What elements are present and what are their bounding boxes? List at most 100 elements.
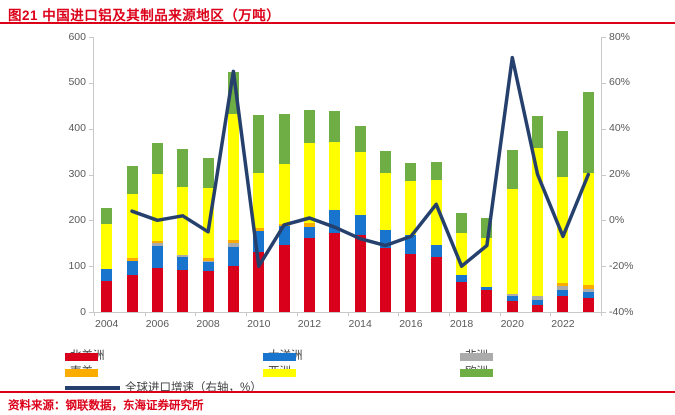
bar-segment-大洋洲 xyxy=(532,299,544,306)
right-axis-tick-label: 40% xyxy=(609,122,631,135)
right-axis-tickmark xyxy=(601,174,606,176)
stacked-bar-2016 xyxy=(405,37,417,312)
bar-segment-北美洲 xyxy=(456,281,468,312)
bar-segment-非洲 xyxy=(557,286,569,291)
bar-segment-大洋洲 xyxy=(405,235,417,255)
x-axis-tickmark xyxy=(347,312,349,316)
bar-segment-欧洲 xyxy=(405,162,417,181)
right-axis-tickmark xyxy=(601,82,606,84)
bar-segment-非洲 xyxy=(506,293,518,296)
legend-line-swatch xyxy=(65,386,120,390)
left-axis-tick-label: 0 xyxy=(80,305,86,318)
bar-segment-北美洲 xyxy=(202,271,214,312)
bar-segment-大洋洲 xyxy=(101,269,113,281)
bar-segment-南美 xyxy=(227,240,239,244)
right-axis-tick-label: 0% xyxy=(609,213,625,226)
bar-segment-亚洲 xyxy=(532,148,544,296)
bar-segment-亚洲 xyxy=(177,186,189,256)
left-axis-tickmark xyxy=(89,266,94,268)
stacked-bar-2008 xyxy=(202,37,214,312)
left-axis-tick-label: 500 xyxy=(68,76,86,89)
x-tick-label: 2018 xyxy=(449,318,474,330)
bar-segment-亚洲 xyxy=(303,143,315,223)
bar-segment-亚洲 xyxy=(329,141,341,210)
legend-item-亚洲: 亚洲 xyxy=(263,363,296,378)
stacked-bar-2019 xyxy=(481,37,493,312)
legend-item-大洋洲: 大洋洲 xyxy=(263,347,303,362)
stacked-bar-2009 xyxy=(227,37,239,312)
left-axis-tickmark xyxy=(89,174,94,176)
legend-color-swatch xyxy=(65,369,98,377)
bar-segment-北美洲 xyxy=(278,244,290,312)
bar-segment-北美洲 xyxy=(253,252,265,312)
stacked-bar-2006 xyxy=(151,37,163,312)
bar-segment-大洋洲 xyxy=(430,245,442,257)
bar-segment-北美洲 xyxy=(354,235,366,312)
bar-segment-欧洲 xyxy=(380,150,392,173)
bar-segment-欧洲 xyxy=(303,109,315,144)
bar-segment-大洋洲 xyxy=(303,226,315,239)
x-axis-tickmark xyxy=(398,312,400,316)
bar-segment-亚洲 xyxy=(227,114,239,241)
right-axis-tickmark xyxy=(601,266,606,268)
growth-line-chart xyxy=(130,55,591,268)
x-tick-label: 2016 xyxy=(399,318,423,330)
right-axis-tick-label: 80% xyxy=(609,30,631,43)
bar-segment-非洲 xyxy=(151,243,163,246)
legend-color-swatch xyxy=(263,369,296,377)
bar-segment-欧洲 xyxy=(151,143,163,175)
bar-segment-北美洲 xyxy=(380,248,392,312)
x-tick-label: 2008 xyxy=(196,318,220,330)
bar-segment-北美洲 xyxy=(506,300,518,312)
bar-segment-欧洲 xyxy=(456,212,468,234)
bar-segment-北美洲 xyxy=(227,265,239,312)
left-axis-tickmark xyxy=(89,220,94,222)
bar-segment-北美洲 xyxy=(405,254,417,312)
bar-segment-大洋洲 xyxy=(456,275,468,282)
stacked-bar-2007 xyxy=(177,37,189,312)
bar-segment-大洋洲 xyxy=(481,286,493,290)
right-axis-tick-label: 60% xyxy=(609,76,631,89)
x-axis-tickmark xyxy=(550,312,552,316)
x-axis-tickmark xyxy=(246,312,248,316)
x-axis-tickmark xyxy=(296,312,298,316)
bar-segment-亚洲 xyxy=(253,173,265,229)
x-axis-tickmark xyxy=(94,312,95,316)
bar-segment-亚洲 xyxy=(405,180,417,235)
bar-segment-大洋洲 xyxy=(582,291,594,299)
right-axis-tickmark xyxy=(601,37,606,38)
x-axis-tickmark xyxy=(601,312,602,316)
legend-item-欧洲: 欧洲 xyxy=(460,363,493,378)
bar-segment-北美洲 xyxy=(151,268,163,312)
bar-segment-非洲 xyxy=(582,288,594,292)
bar-segment-南美 xyxy=(278,224,290,226)
bar-segment-亚洲 xyxy=(101,223,113,270)
x-axis-tickmark xyxy=(195,312,197,316)
bar-segment-非洲 xyxy=(177,255,189,257)
bar-segment-亚洲 xyxy=(456,233,468,276)
bar-segment-欧洲 xyxy=(101,207,113,224)
bar-segment-南美 xyxy=(557,283,569,287)
bar-segment-欧洲 xyxy=(532,115,544,149)
x-axis-tickmark xyxy=(448,312,450,316)
bar-segment-亚洲 xyxy=(430,180,442,246)
stacked-bar-2017 xyxy=(430,37,442,312)
bar-segment-亚洲 xyxy=(380,172,392,230)
left-axis-tick-label: 300 xyxy=(68,168,86,180)
bar-segment-欧洲 xyxy=(354,126,366,152)
left-axis-tick-label: 600 xyxy=(68,30,86,43)
bar-segment-北美洲 xyxy=(481,290,493,312)
bar-segment-欧洲 xyxy=(430,161,442,180)
title-rule xyxy=(0,22,675,24)
bar-segment-欧洲 xyxy=(329,110,341,142)
bar-segment-欧洲 xyxy=(202,158,214,189)
right-axis-tick-label: -20% xyxy=(609,259,634,272)
bar-segment-欧洲 xyxy=(227,72,239,115)
bar-segment-北美洲 xyxy=(557,295,569,312)
stacked-bar-2022 xyxy=(557,37,569,312)
bar-segment-亚洲 xyxy=(506,189,518,294)
left-axis-tickmark xyxy=(89,82,94,84)
right-axis-tick-label: 20% xyxy=(609,168,631,180)
left-axis-tickmark xyxy=(89,37,94,38)
